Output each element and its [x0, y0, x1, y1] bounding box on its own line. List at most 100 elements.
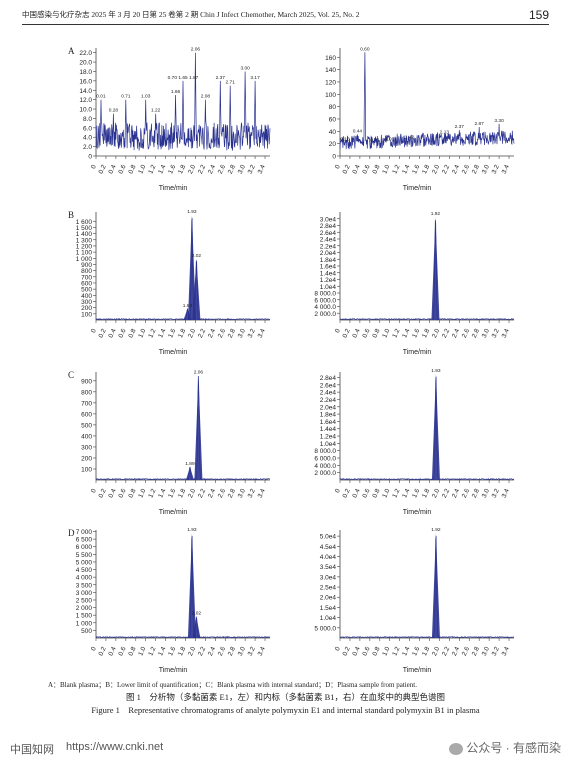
x-tick-label: 2.2 [441, 328, 451, 339]
peak-label: 1.03 [141, 94, 151, 100]
x-tick-label: 0.8 [371, 488, 381, 499]
peak-label: 3.30 [494, 118, 504, 124]
y-tick-label: 700 [81, 400, 92, 407]
x-tick-label: 0 [334, 328, 342, 335]
running-header: 中国感染与化疗杂志 2025 年 3 月 20 日第 25 卷第 2 期 Chi… [22, 6, 549, 25]
x-axis-label: Time/min [159, 185, 188, 192]
peak-fill [431, 533, 440, 638]
peak-label: 3.00 [240, 65, 250, 71]
x-tick-label: 1.6 [411, 646, 421, 657]
x-tick-label: 2.6 [461, 646, 471, 657]
y-tick-label: 1.0e4 [320, 284, 337, 291]
x-tick-label: 0.8 [127, 646, 137, 657]
peak-label: 1.93 [187, 527, 197, 533]
y-tick-label: 500 [81, 628, 92, 635]
x-tick-label: 2.0 [431, 646, 441, 657]
y-tick-label: 6 000 [76, 544, 93, 551]
peak-label: 2.37 [455, 124, 465, 130]
x-tick-label: 1.6 [411, 164, 421, 175]
x-tick-label: 0.2 [342, 164, 352, 175]
cnki-url[interactable]: https://www.cnki.net [66, 741, 164, 753]
x-tick-label: 2.2 [197, 164, 207, 175]
x-tick-label: 3.2 [491, 646, 501, 657]
y-tick-label: 2.4e4 [320, 390, 337, 397]
y-tick-label: 2 000.0 [314, 311, 336, 318]
x-tick-label: 0.4 [352, 488, 362, 499]
y-tick-label: 4 000.0 [314, 304, 336, 311]
x-tick-label: 1.8 [421, 488, 431, 499]
y-tick-label: 2.2e4 [320, 243, 337, 250]
y-tick-label: 6 500 [76, 537, 93, 544]
peak-fill [187, 533, 196, 638]
y-tick-label: 1 000 [76, 620, 93, 627]
y-tick-label: 1 600 [76, 219, 93, 226]
x-tick-label: 2.4 [207, 646, 217, 657]
y-tick-label: 1.2e4 [320, 434, 337, 441]
x-tick-label: 1.2 [147, 164, 157, 175]
figure-legend: A：Blank plasma；B：Lower limit of quantifi… [48, 681, 417, 689]
y-tick-label: 1.5e4 [320, 605, 337, 612]
x-tick-label: 1.8 [177, 164, 187, 175]
wechat-account: 公众号 · 有感而染 [466, 741, 561, 755]
panel-label-a: A [68, 46, 75, 56]
y-tick-label: 500 [81, 287, 92, 294]
y-tick-label: 2.0e4 [320, 250, 337, 257]
x-tick-label: 1.6 [167, 164, 177, 175]
peak-label: 2.08 [201, 94, 211, 100]
peak-label: 1.66 [171, 89, 181, 95]
y-tick-label: 1.2e4 [320, 277, 337, 284]
x-tick-label: 2.2 [441, 488, 451, 499]
x-axis-label: Time/min [403, 509, 432, 516]
chromatogram-trace [95, 52, 271, 151]
x-tick-label: 2.6 [461, 164, 471, 175]
x-tick-label: 2.6 [461, 488, 471, 499]
y-tick-label: 0 [332, 154, 336, 161]
y-tick-label: 5.0e4 [320, 534, 337, 541]
y-tick-label: 2.0e4 [320, 404, 337, 411]
chromatogram-b-right: 2 000.04 000.06 000.08 000.01.0e41.2e41.… [314, 211, 515, 356]
wechat-watermark: 公众号 · 有感而染 [449, 739, 561, 756]
x-tick-label: 2.6 [217, 646, 227, 657]
x-tick-label: 0.2 [98, 488, 108, 499]
peak-label: 0.71 [121, 94, 131, 100]
y-tick-label: 500 [81, 422, 92, 429]
x-tick-label: 2.4 [207, 328, 217, 339]
y-tick-label: 1.0e4 [320, 615, 337, 622]
y-tick-label: 2 500 [76, 597, 93, 604]
y-tick-label: 3.0e4 [320, 574, 337, 581]
x-tick-label: 2.4 [451, 646, 461, 657]
x-tick-label: 2.6 [217, 328, 227, 339]
x-tick-label: 1.4 [401, 328, 411, 339]
peak-fill [192, 258, 201, 320]
peak-label: 2.02 [192, 611, 202, 617]
x-tick-label: 0 [334, 646, 342, 653]
peak-label: 2.37 [216, 75, 226, 81]
wechat-icon [449, 742, 464, 755]
x-tick-label: 0.6 [117, 328, 127, 339]
x-tick-label: 0 [90, 488, 98, 495]
y-tick-label: 1 500 [76, 225, 93, 232]
y-tick-label: 1 500 [76, 613, 93, 620]
x-tick-label: 3.0 [237, 488, 247, 499]
y-tick-label: 1.4e4 [320, 270, 337, 277]
y-tick-label: 2.6e4 [320, 382, 337, 389]
x-tick-label: 2.8 [227, 164, 237, 175]
y-tick-label: 4 000 [76, 575, 93, 582]
y-tick-label: 1 000 [76, 256, 93, 263]
y-tick-label: 140 [325, 67, 336, 74]
y-tick-label: 6.0 [83, 125, 92, 132]
x-tick-label: 3.4 [501, 164, 511, 175]
y-tick-label: 40 [329, 129, 337, 136]
x-tick-label: 0.8 [127, 328, 137, 339]
peak-fill [185, 466, 194, 480]
y-tick-label: 1 400 [76, 231, 93, 238]
y-tick-label: 16.0 [79, 78, 92, 85]
x-tick-label: 1.8 [421, 646, 431, 657]
x-tick-label: 1.4 [157, 164, 167, 175]
x-tick-label: 2.4 [451, 328, 461, 339]
chromatogram-trace [95, 375, 271, 481]
x-tick-label: 1.6 [167, 646, 177, 657]
x-tick-label: 1.8 [421, 164, 431, 175]
y-tick-label: 600 [81, 280, 92, 287]
panel-label-c: C [68, 370, 75, 380]
